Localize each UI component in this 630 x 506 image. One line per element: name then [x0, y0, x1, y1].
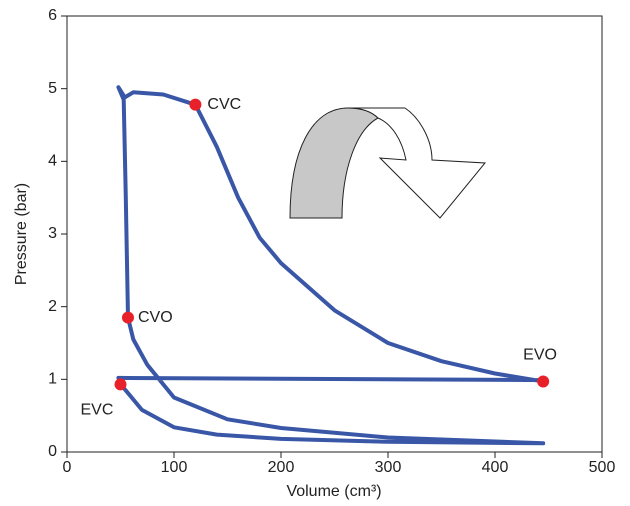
point-label: CVO — [138, 309, 173, 326]
valve-point — [114, 378, 127, 391]
plot-frame — [66, 15, 603, 453]
valve-point — [189, 98, 202, 111]
cycle-arrow — [289, 107, 487, 219]
valve-point — [121, 311, 134, 324]
point-label: EVO — [523, 347, 557, 364]
y-tick-label: 3 — [48, 225, 57, 242]
x-tick-label: 400 — [482, 459, 509, 476]
x-axis-label: Volume (cm³) — [286, 483, 381, 500]
x-tick-label: 100 — [161, 459, 188, 476]
cycle-line — [116, 85, 546, 446]
point-label: CVC — [207, 96, 241, 113]
x-tick-label: 200 — [268, 459, 295, 476]
point-label: EVC — [81, 402, 114, 419]
y-tick-label: 1 — [48, 371, 57, 388]
y-axis-label: Pressure (bar) — [13, 183, 30, 285]
y-tick-label: 2 — [48, 298, 57, 315]
y-tick-label: 6 — [48, 7, 57, 24]
x-tick-label: 300 — [375, 459, 402, 476]
y-tick-label: 0 — [48, 443, 57, 460]
y-tick-label: 4 — [48, 153, 57, 170]
x-tick-label: 500 — [589, 459, 616, 476]
valve-point — [537, 375, 550, 388]
x-tick-label: 0 — [63, 459, 72, 476]
y-tick-label: 5 — [48, 80, 57, 97]
